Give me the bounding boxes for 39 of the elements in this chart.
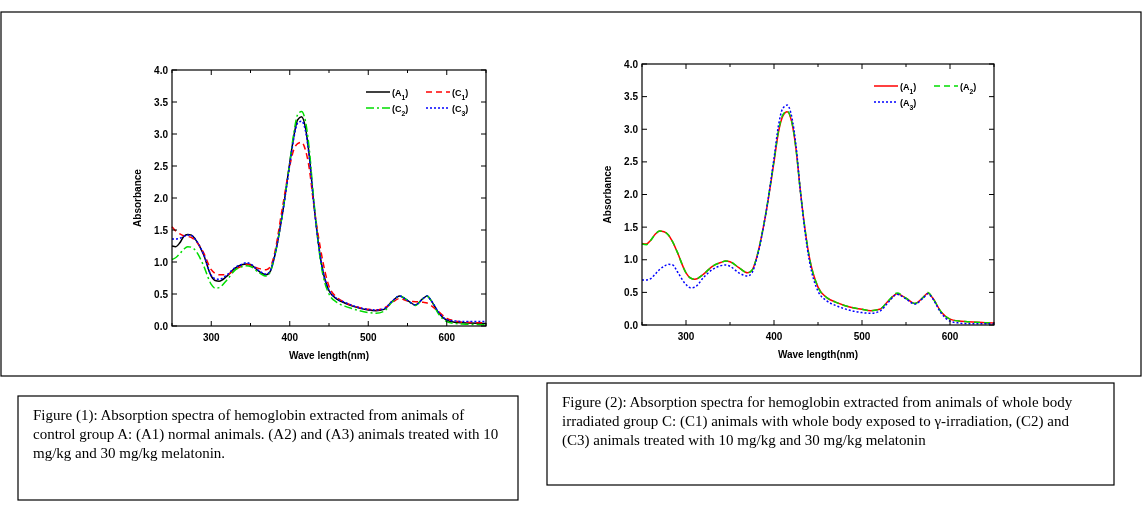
x-tick-label: 300 — [202, 332, 221, 343]
y-tick-label: 0.0 — [154, 320, 169, 332]
y-tick-label: 0.5 — [624, 286, 639, 298]
y-tick-label: 3.0 — [624, 123, 639, 135]
y-tick-label: 1.0 — [154, 256, 169, 268]
y-tick-label: 2.5 — [154, 160, 169, 172]
y-axis-title: Absorbance — [132, 168, 143, 227]
x-tick-label: 300 — [677, 331, 695, 342]
legend-label: (A$_{1}$) — [900, 81, 917, 94]
y-tick-label: 2.5 — [624, 156, 639, 168]
legend-label: (C$_{3}$) — [452, 103, 469, 116]
y-tick-label: 4.0 — [624, 58, 639, 70]
y-tick-label: 0.0 — [624, 319, 639, 331]
y-tick-label: 0.5 — [154, 288, 169, 300]
y-tick-label: 3.0 — [154, 128, 169, 140]
legend-label: (A$_{3}$) — [900, 97, 917, 110]
y-tick-label: 1.5 — [624, 221, 639, 233]
x-tick-label: 500 — [359, 332, 378, 343]
y-tick-label: 3.5 — [624, 91, 639, 103]
x-tick-label: 600 — [438, 332, 456, 343]
x-tick-label: 600 — [941, 331, 959, 342]
y-axis-title: Absorbance — [602, 165, 613, 224]
text: Figure (1): Absorption spectra of hemoglobin extracted from animals of control group A: (A1) normal animals. (A2) and (A3) animals treated with 10 mg/kg and 30 mg/kg melatonin. — [33, 407, 499, 461]
y-tick-label: 2.0 — [154, 192, 169, 204]
x-tick-label: 500 — [853, 331, 871, 342]
x-tick-label: 400 — [281, 332, 299, 343]
x-axis-title: Wave length(nm) — [288, 350, 370, 361]
y-tick-label: 3.5 — [154, 96, 169, 108]
legend-label: (A$_{2}$) — [960, 81, 977, 94]
y-tick-label: 4.0 — [154, 64, 169, 76]
y-tick-label: 2.0 — [624, 189, 639, 200]
x-axis-title: Wave length(nm) — [777, 349, 859, 360]
legend-label: (A$_{1}$) — [392, 87, 409, 100]
legend-label: (C$_{2}$) — [392, 103, 409, 116]
y-tick-label: 1.5 — [154, 224, 169, 236]
x-tick-label: 400 — [765, 331, 783, 342]
text: Figure (2): Absorption spectra for hemoglobin extracted from animals of whole body irradiated group C: (C1) animals with whole body exposed to γ-irradiation, (C2) and (C3) animals treated with 10 mg/kg and 30 mg/kg melatonin — [562, 394, 1073, 449]
y-tick-label: 1.0 — [624, 254, 639, 266]
legend-label: (C$_{1}$) — [452, 87, 469, 100]
